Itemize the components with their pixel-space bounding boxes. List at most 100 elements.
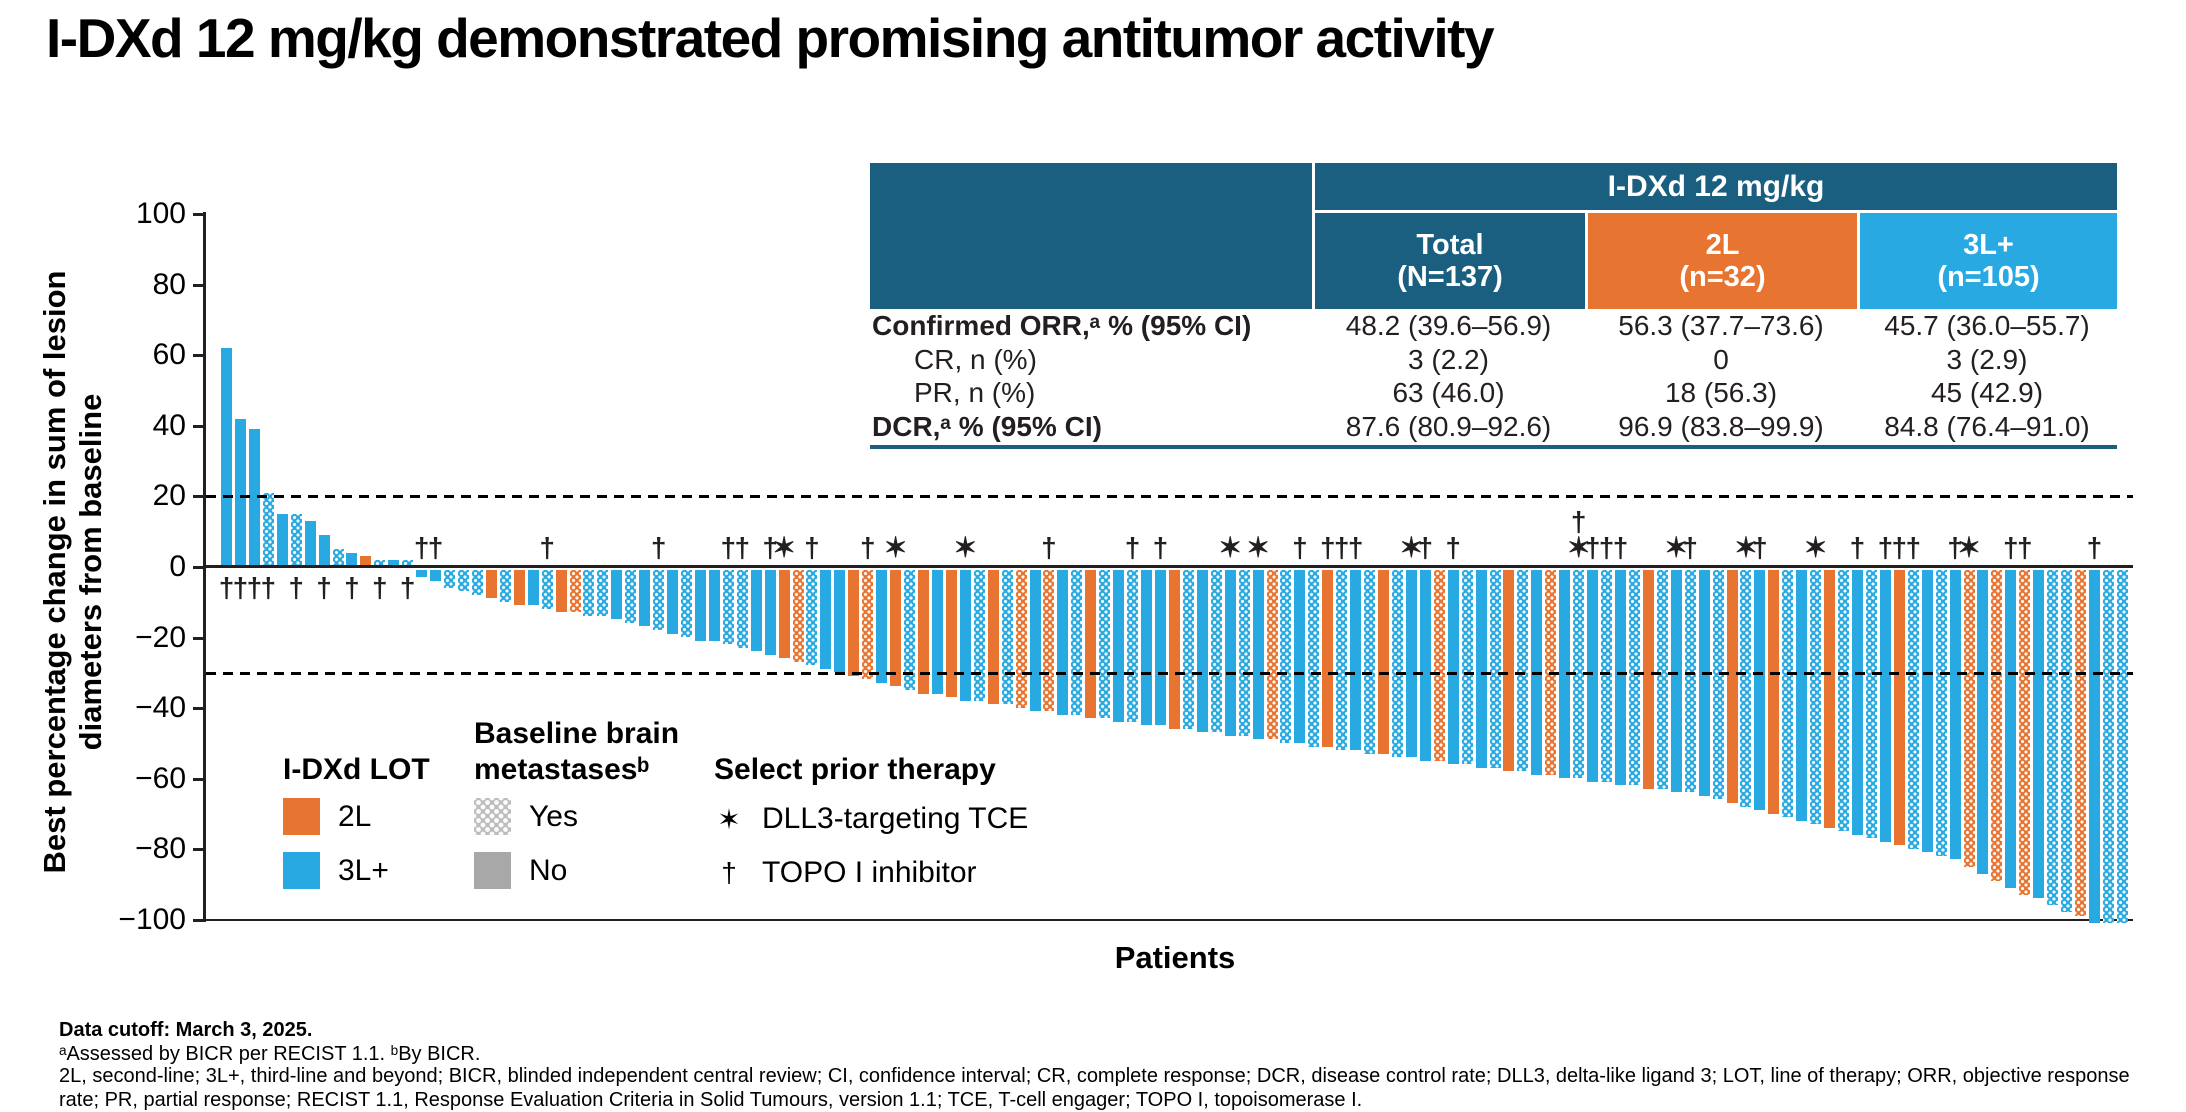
waterfall-bar	[1935, 570, 1947, 856]
waterfall-bar	[959, 570, 971, 701]
prior-therapy-marker: ✶	[1734, 532, 1758, 563]
waterfall-bar	[1294, 570, 1306, 743]
prior-therapy-marker: †	[1891, 532, 1908, 563]
waterfall-bar	[918, 570, 929, 694]
reference-line-20	[206, 495, 2133, 499]
waterfall-bar	[1308, 570, 1320, 747]
waterfall-bar	[1517, 570, 1529, 772]
waterfall-bar	[1656, 570, 1668, 789]
y-tick-mark	[193, 636, 203, 640]
waterfall-bar	[1419, 570, 1431, 761]
waterfall-bar	[234, 418, 246, 567]
prior-therapy-marker: †	[734, 532, 751, 563]
prior-therapy-marker: †	[1041, 532, 1057, 563]
waterfall-bar	[1391, 570, 1403, 758]
waterfall-bar	[1182, 570, 1194, 729]
legend-3l-label: 3L+	[338, 853, 389, 887]
waterfall-bar	[2061, 570, 2073, 913]
waterfall-bar	[1824, 570, 1836, 828]
waterfall-bar	[1001, 570, 1013, 705]
prior-therapy-marker: †	[859, 532, 876, 563]
3l-color-swatch	[283, 852, 320, 889]
table-value-cell: 3 (2.9)	[1857, 343, 2117, 376]
prior-therapy-marker: ✶	[772, 532, 796, 563]
waterfall-bar	[402, 559, 414, 567]
legend-item-3l: 3L+	[283, 852, 389, 889]
waterfall-bar	[1768, 570, 1780, 814]
waterfall-bar	[1921, 570, 1933, 853]
waterfall-bar	[1907, 570, 1919, 849]
table-row-label: CR, n (%)	[870, 343, 1312, 376]
waterfall-bar	[1726, 570, 1738, 803]
y-tick-label: 60	[152, 338, 186, 372]
waterfall-bar	[1810, 570, 1822, 825]
waterfall-bar	[1782, 570, 1794, 818]
y-tick-label: 0	[169, 550, 186, 583]
waterfall-bar	[1963, 570, 1975, 867]
waterfall-bar	[1196, 570, 1208, 733]
table-col-header-2l: 2L (n=32)	[1585, 213, 1857, 309]
y-tick-label: 80	[152, 267, 186, 301]
waterfall-bar	[1224, 570, 1236, 736]
prior-therapy-marker: †	[1752, 532, 1768, 563]
waterfall-bar	[2005, 570, 2017, 888]
prior-therapy-marker: †	[246, 572, 263, 603]
waterfall-bar	[1838, 570, 1850, 832]
star-icon: ✶	[717, 803, 741, 835]
waterfall-bar	[945, 570, 957, 698]
waterfall-bar	[1071, 570, 1083, 715]
prior-therapy-marker: †	[1584, 532, 1601, 563]
y-tick-label: −40	[135, 691, 186, 725]
table-group-header: I-DXd 12 mg/kg	[1312, 163, 2117, 213]
waterfall-bar	[1266, 570, 1278, 740]
prior-therapy-marker: †	[1682, 532, 1698, 563]
waterfall-bar	[276, 514, 288, 567]
legend-lot-title: I-DXd LOT	[283, 753, 430, 786]
footnote-assessment: ᵃAssessed by BICR per RECIST 1.1. ᵇBy BI…	[59, 1043, 481, 1065]
y-tick-label: −100	[118, 903, 186, 936]
waterfall-bar	[806, 570, 818, 666]
prior-therapy-marker: †	[218, 572, 235, 603]
prior-therapy-marker: †	[316, 572, 332, 603]
waterfall-bar	[1865, 570, 1877, 839]
waterfall-bar	[1015, 570, 1027, 708]
waterfall-bar	[444, 570, 456, 588]
waterfall-bar	[1154, 570, 1166, 726]
table-value-cell: 45 (42.9)	[1857, 376, 2117, 409]
waterfall-bar	[1378, 570, 1390, 754]
waterfall-bar	[1085, 570, 1097, 719]
waterfall-bar	[1168, 570, 1180, 729]
prior-therapy-marker: †	[1347, 532, 1364, 563]
y-tick-label: 40	[152, 408, 186, 442]
waterfall-bar	[527, 570, 539, 606]
table-value-cell: 96.9 (83.8–99.9)	[1585, 409, 1857, 445]
page-title: I-DXd 12 mg/kg demonstrated promising an…	[46, 7, 1495, 69]
waterfall-bar	[750, 570, 762, 652]
waterfall-bar	[304, 521, 316, 567]
waterfall-bar	[1587, 570, 1599, 782]
waterfall-bar	[1670, 570, 1682, 793]
prior-therapy-marker: ✶	[883, 532, 908, 563]
waterfall-bar	[2102, 570, 2114, 923]
prior-therapy-marker: † ✶	[1566, 506, 1591, 563]
waterfall-bar	[1447, 570, 1459, 765]
waterfall-bar	[2088, 570, 2100, 923]
y-axis-label: Best percentage change in sum of lesion …	[37, 270, 108, 874]
waterfall-bar	[890, 570, 902, 687]
prior-therapy-marker: ✶	[953, 532, 978, 563]
waterfall-bar	[499, 570, 511, 602]
waterfall-bar	[471, 570, 483, 595]
prior-therapy-marker: †	[1612, 532, 1629, 563]
waterfall-bar	[639, 570, 651, 627]
waterfall-bar	[569, 570, 581, 613]
legend-item-2l: 2L	[283, 798, 371, 835]
waterfall-bar	[1949, 570, 1961, 860]
waterfall-bar	[708, 570, 720, 641]
prior-therapy-marker: †	[2003, 532, 2019, 563]
waterfall-bar	[722, 570, 734, 645]
waterfall-bar	[262, 492, 274, 567]
waterfall-bar	[1628, 570, 1640, 786]
waterfall-bar	[1754, 570, 1766, 811]
waterfall-bar	[2075, 570, 2087, 916]
prior-therapy-marker: †	[1333, 532, 1350, 563]
